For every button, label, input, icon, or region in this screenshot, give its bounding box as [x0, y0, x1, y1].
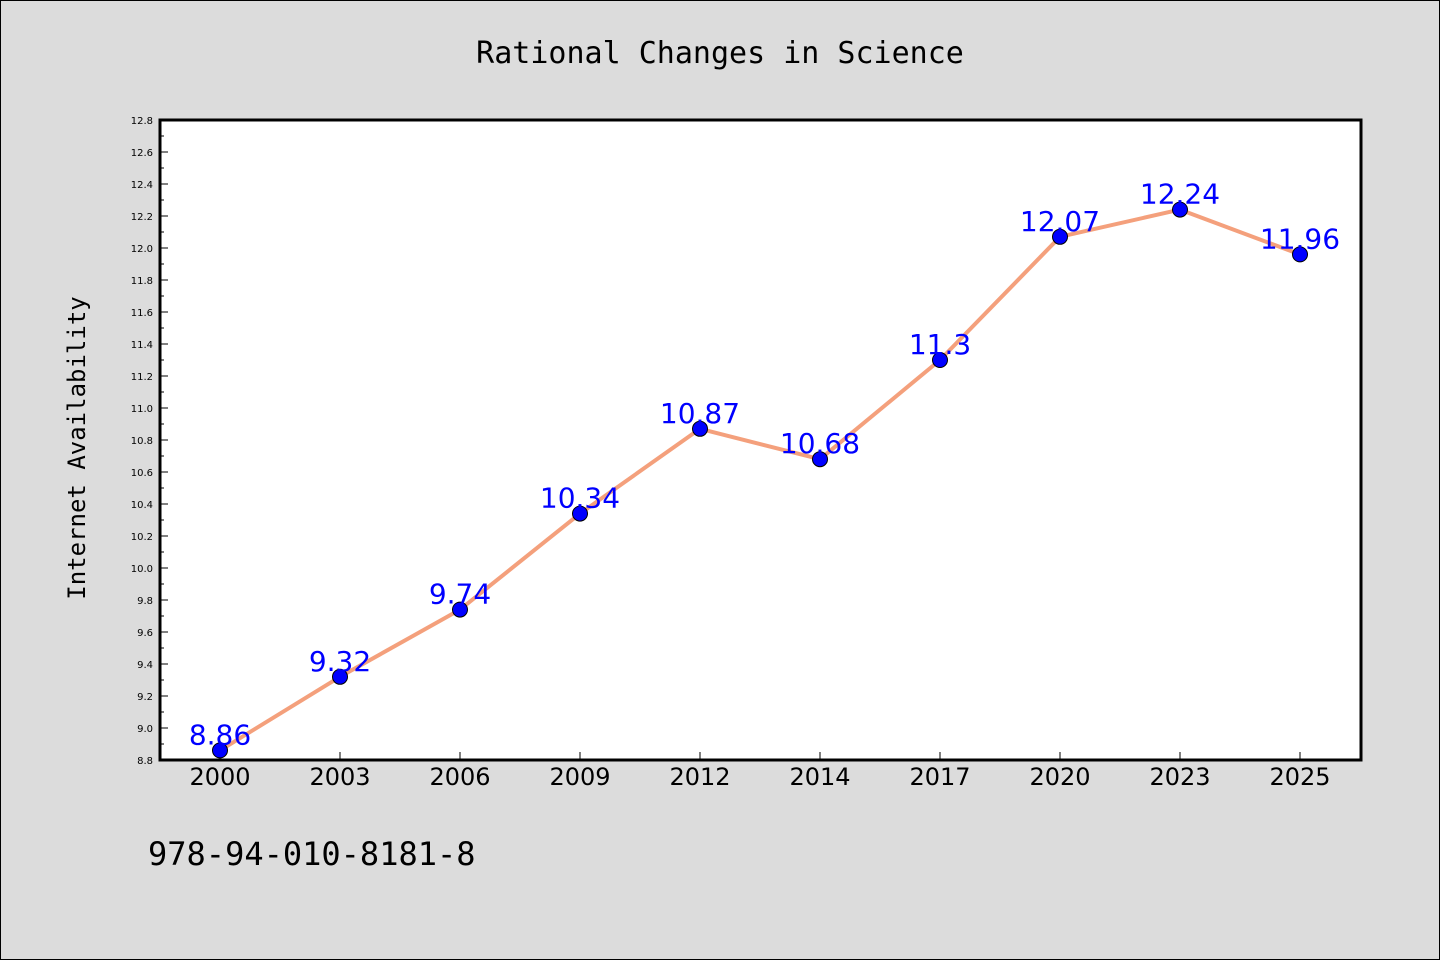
x-tick-label: 2023 — [1149, 763, 1210, 791]
series-markers-group — [212, 201, 1308, 759]
data-label: 12.07 — [1020, 205, 1100, 238]
series-line-group — [218, 207, 1302, 753]
y-tick-label: 12.2 — [131, 212, 153, 223]
x-tick-label: 2012 — [669, 763, 730, 791]
data-point-marker — [212, 742, 228, 759]
data-label: 10.68 — [780, 427, 860, 460]
y-tick-label: 9.6 — [137, 628, 153, 639]
y-tick-label: 10.6 — [131, 468, 153, 479]
y-tick-label: 10.0 — [131, 564, 153, 575]
isbn-text: 978-94-010-8181-8 — [148, 835, 476, 873]
y-tick-label: 12.4 — [131, 180, 153, 191]
data-point-marker — [332, 668, 348, 685]
data-label: 11.3 — [909, 328, 971, 361]
y-tick-label: 9.2 — [137, 692, 153, 703]
data-label: 10.34 — [540, 482, 620, 515]
data-point-marker — [1172, 201, 1188, 218]
y-tick-label: 9.8 — [137, 596, 153, 607]
x-tick-label: 2025 — [1269, 763, 1330, 791]
data-point-marker — [1292, 246, 1308, 263]
data-point-marker — [812, 451, 828, 468]
x-tick-label: 2020 — [1029, 763, 1090, 791]
data-point-marker — [1052, 228, 1068, 245]
data-label: 8.86 — [189, 718, 251, 751]
y-tick-label: 12.6 — [131, 148, 153, 159]
y-tick-label: 9.4 — [137, 660, 153, 671]
chart-title: Rational Changes in Science — [476, 36, 964, 71]
data-labels-group: 8.86 9.32 9.74 10.34 10.87 10.68 11.3 12.07 12.2… — [189, 178, 1340, 752]
y-axis-label: Internet Availability — [63, 296, 91, 599]
x-tick-label: 2017 — [909, 763, 970, 791]
x-axis-ticks: 2000 2003 2006 2009 2012 2014 2017 2020 2023 2025 — [189, 752, 1331, 791]
series-line — [218, 207, 1302, 753]
data-label: 9.32 — [309, 645, 371, 678]
y-tick-label: 11.4 — [131, 340, 153, 351]
data-label: 12.24 — [1140, 178, 1220, 211]
x-tick-label: 2006 — [429, 763, 490, 791]
data-point-marker — [452, 601, 468, 618]
x-tick-label: 2000 — [189, 763, 250, 791]
x-tick-label: 2014 — [789, 763, 850, 791]
data-label: 10.87 — [660, 397, 740, 430]
plot-border — [158, 118, 1363, 762]
data-label: 11.96 — [1260, 222, 1340, 255]
y-tick-label: 10.2 — [131, 532, 153, 543]
data-point-marker — [692, 420, 708, 437]
y-tick-label: 11.2 — [131, 372, 153, 383]
y-tick-label: 11.6 — [131, 308, 153, 319]
y-tick-label: 10.4 — [131, 500, 153, 511]
y-tick-label: 9.0 — [137, 724, 153, 735]
x-tick-label: 2003 — [309, 763, 370, 791]
plot-area — [160, 120, 1361, 760]
y-tick-label: 12.8 — [131, 116, 153, 127]
y-tick-label: 11.8 — [131, 276, 153, 287]
y-axis-ticks: 8.8 9.0 9.2 9.4 9.6 9.8 10.0 10.2 10.4 10.6 10.8 11… — [131, 116, 168, 767]
y-tick-label: 10.8 — [131, 436, 153, 447]
y-tick-label: 8.8 — [137, 756, 153, 767]
x-tick-label: 2009 — [549, 763, 610, 791]
data-point-marker — [572, 505, 588, 522]
y-tick-label: 11.0 — [131, 404, 153, 415]
data-point-marker — [932, 352, 948, 368]
y-tick-label: 12.0 — [131, 244, 153, 255]
data-label: 9.74 — [429, 578, 491, 611]
